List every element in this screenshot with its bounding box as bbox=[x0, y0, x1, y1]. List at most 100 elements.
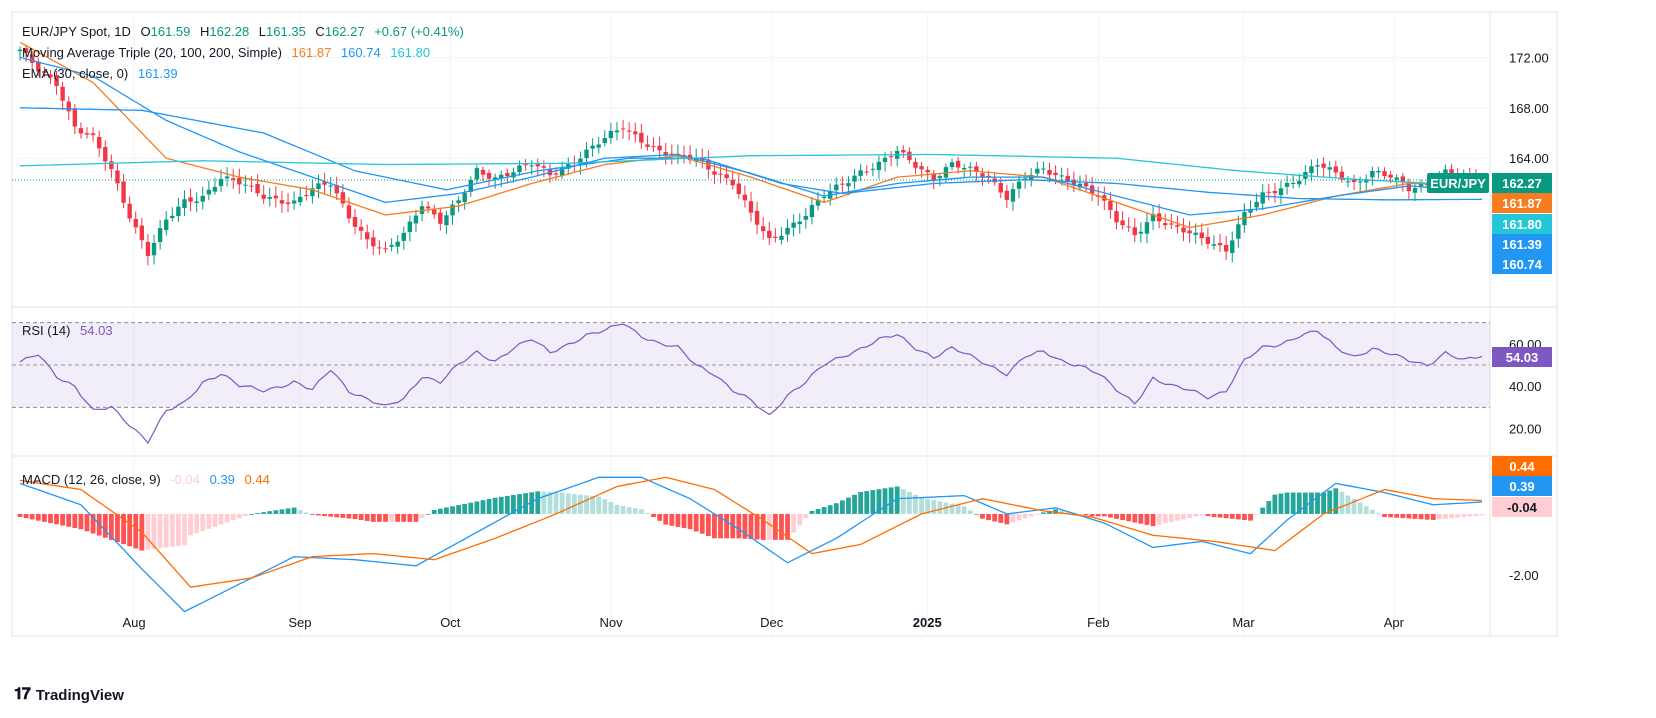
macd-hist-bar bbox=[145, 513, 151, 550]
ma200-value: 161.80 bbox=[390, 45, 431, 60]
candle-body bbox=[121, 181, 126, 203]
candle-body bbox=[188, 197, 193, 202]
ma-title[interactable]: Moving Average Triple (20, 100, 200, Sim… bbox=[22, 45, 282, 60]
macd-hist-bar bbox=[1455, 513, 1461, 518]
macd-hist-bar bbox=[608, 502, 614, 514]
candle-body bbox=[1309, 166, 1314, 174]
candle-body bbox=[882, 157, 888, 163]
macd-hist-bar bbox=[961, 506, 967, 514]
candle-body bbox=[224, 176, 230, 179]
rsi-line bbox=[19, 323, 1483, 445]
macd-hist-bar bbox=[1010, 513, 1016, 523]
macd-hist-bar bbox=[1168, 513, 1174, 523]
macd-hist-bar bbox=[1114, 513, 1119, 519]
candle-body bbox=[645, 144, 650, 147]
candle-body bbox=[468, 179, 473, 192]
macd-hist-bar bbox=[949, 503, 955, 514]
macd-title[interactable]: MACD (12, 26, close, 9) bbox=[22, 472, 161, 487]
symbol-title[interactable]: EUR/JPY Spot, 1D bbox=[22, 24, 131, 39]
macd-hist-bar bbox=[523, 493, 529, 514]
candle-body bbox=[109, 161, 114, 170]
price-tag bbox=[1492, 254, 1552, 274]
candle-body bbox=[1059, 175, 1064, 177]
legend-ma-row: Moving Average Triple (20, 100, 200, Sim… bbox=[22, 45, 436, 60]
candle-body bbox=[888, 156, 894, 158]
candle-body bbox=[23, 48, 29, 53]
candle-body bbox=[998, 183, 1003, 193]
macd-hist-bar bbox=[1126, 513, 1132, 522]
candle-body bbox=[279, 200, 285, 204]
macd-hist-bar bbox=[157, 513, 163, 549]
candle-body bbox=[1321, 163, 1326, 168]
rsi-title[interactable]: RSI (14) bbox=[22, 323, 71, 338]
candle-body bbox=[249, 185, 254, 187]
macd-hist-bar bbox=[1479, 513, 1485, 516]
macd-hist-bar bbox=[517, 494, 522, 514]
candle-body bbox=[492, 177, 498, 180]
macd-hist-bar bbox=[675, 513, 681, 527]
macd-signal-value: 0.44 bbox=[244, 472, 270, 487]
macd-hist-bar bbox=[797, 513, 803, 526]
macd-hist-bar bbox=[151, 513, 157, 550]
macd-hist-bar bbox=[498, 496, 504, 514]
candle-body bbox=[1272, 190, 1278, 194]
ema-title[interactable]: EMA (30, close, 0) bbox=[22, 66, 129, 81]
time-tick-label: Feb bbox=[1087, 615, 1109, 630]
macd-hist-bar bbox=[115, 513, 120, 543]
candle-body bbox=[724, 174, 729, 179]
candle-body bbox=[115, 170, 120, 184]
candle-body bbox=[797, 221, 802, 225]
candle-body bbox=[377, 247, 382, 249]
macd-hist-bar bbox=[267, 511, 273, 514]
macd-hist-bar bbox=[1205, 513, 1211, 517]
macd-hist-bar bbox=[486, 498, 492, 514]
candle-body bbox=[1266, 191, 1271, 193]
macd-hist-bar bbox=[705, 513, 711, 537]
candle-body bbox=[352, 216, 358, 227]
macd-hist-bar bbox=[504, 495, 510, 514]
candle-body bbox=[1150, 214, 1156, 222]
macd-hist-bar bbox=[754, 513, 760, 540]
candle-body bbox=[1108, 200, 1113, 210]
rsi-tick-label: 20.00 bbox=[1509, 421, 1542, 436]
macd-hist-bar bbox=[1028, 513, 1034, 517]
macd-hist-bar bbox=[559, 492, 565, 514]
macd-hist-bar bbox=[1034, 513, 1040, 515]
macd-hist-bar bbox=[1223, 513, 1229, 519]
candle-body bbox=[1449, 169, 1454, 175]
macd-hist-bar bbox=[596, 496, 602, 514]
chart-frame bbox=[11, 11, 1558, 637]
candle-body bbox=[608, 130, 614, 139]
macd-hist-bar bbox=[645, 513, 650, 514]
candle-body bbox=[285, 202, 291, 204]
macd-hist-bar bbox=[1229, 513, 1235, 519]
macd-hist-bar bbox=[791, 513, 797, 533]
macd-hist-bar bbox=[651, 513, 656, 517]
macd-hist-bar bbox=[992, 513, 998, 522]
tradingview-brand[interactable]: 𝟏𝟕 TradingView bbox=[14, 686, 124, 704]
candle-body bbox=[712, 171, 717, 175]
macd-hist-bar bbox=[54, 513, 59, 525]
macd-hist-bar bbox=[431, 509, 437, 514]
macd-hist-bar bbox=[1443, 513, 1448, 519]
macd-hist-bar bbox=[638, 509, 644, 514]
candle-body bbox=[840, 183, 845, 185]
symbol-price-tag bbox=[1427, 173, 1489, 193]
candle-body bbox=[1400, 176, 1406, 183]
macd-hist-bar bbox=[1132, 513, 1138, 523]
macd-hist-bar bbox=[1065, 511, 1071, 514]
macd-hist-bar bbox=[291, 507, 297, 514]
candle-body bbox=[651, 146, 656, 148]
candle-body bbox=[90, 133, 96, 136]
macd-hist-bar bbox=[1248, 513, 1253, 521]
macd-hist-bar bbox=[1315, 492, 1320, 514]
macd-hist-bar bbox=[919, 497, 924, 514]
macd-hist-bar bbox=[395, 513, 401, 522]
macd-hist-bar bbox=[913, 494, 918, 514]
price-tag-label: 161.39 bbox=[1502, 237, 1542, 252]
candle-body bbox=[736, 183, 742, 194]
macd-hist-bar bbox=[413, 513, 419, 522]
macd-hist-bar bbox=[724, 513, 730, 539]
macd-hist-bar bbox=[1327, 490, 1333, 514]
